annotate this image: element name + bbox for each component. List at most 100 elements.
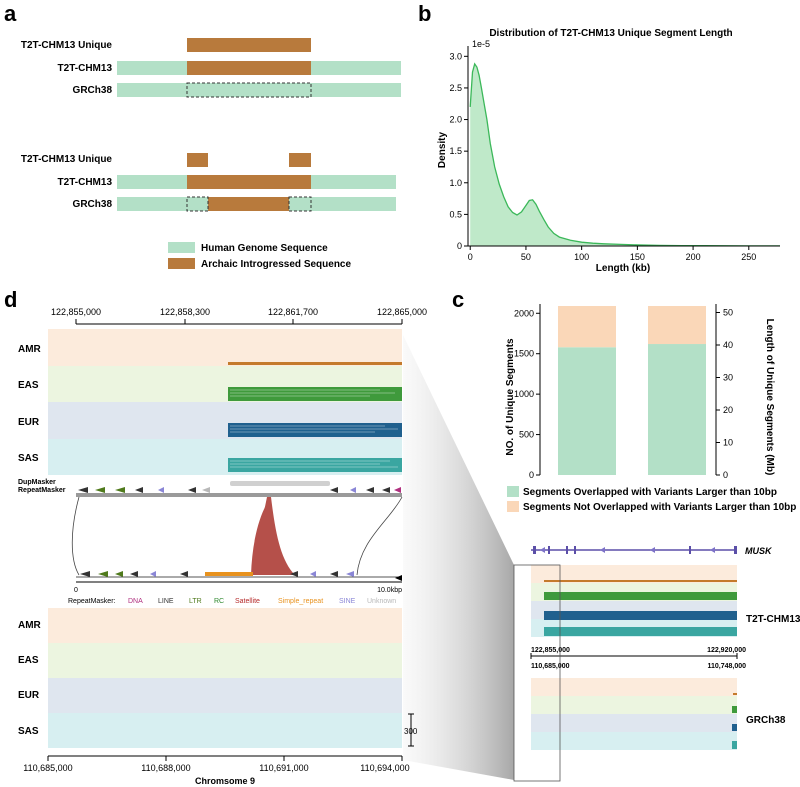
panel-c: c NO. of Unique Segments Length of Uniqu… bbox=[452, 287, 796, 513]
musk-inset: MUSK T2T-CHM13 122,855,000 122,920,000 1… bbox=[513, 546, 800, 782]
density-line bbox=[469, 62, 780, 247]
simple-repeat-block bbox=[205, 572, 253, 576]
inset-grch-sas bbox=[531, 732, 737, 750]
top-sequence-bar bbox=[76, 493, 402, 497]
legend-human-swatch bbox=[168, 242, 195, 253]
eas-segments bbox=[228, 387, 402, 401]
repeat-class-label: LINE bbox=[158, 598, 174, 605]
x-tick-label: 250 bbox=[741, 252, 756, 262]
left-tick-label: 500 bbox=[519, 430, 534, 440]
repeat-class-label: DNA bbox=[128, 598, 143, 605]
density-chart: 0 0.5 1.0 1.5 2.0 2.5 3.0 0 50 100 150 200 250 bbox=[449, 46, 780, 262]
inset-grch-eas bbox=[531, 696, 737, 714]
bottom-tick-label: 110,691,000 bbox=[259, 763, 308, 773]
repeat-class-label: SINE bbox=[339, 598, 356, 605]
bar-not-overlapped bbox=[648, 306, 706, 345]
bottom-unique-label: T2T-CHM13 Unique bbox=[21, 154, 113, 165]
musk-exon bbox=[689, 546, 691, 554]
track-eas-bottom bbox=[48, 643, 402, 678]
musk-exon bbox=[548, 546, 550, 554]
dupmasker-bar bbox=[230, 481, 330, 486]
bottom-t2t-label: T2T-CHM13 bbox=[58, 177, 113, 188]
inset-grch-eas-mark bbox=[732, 706, 737, 713]
bottom-tick-label: 110,685,000 bbox=[23, 763, 72, 773]
pop-label-eas: EAS bbox=[18, 380, 39, 391]
x-tick-label: 200 bbox=[686, 252, 701, 262]
inset-t2t-left: 122,855,000 bbox=[531, 647, 570, 654]
track-sas-bottom bbox=[48, 713, 402, 748]
scale-bar-label: 300 bbox=[404, 727, 418, 736]
right-tick-label: 20 bbox=[723, 405, 733, 415]
inset-grch-label: GRCh38 bbox=[746, 715, 786, 726]
right-tick-label: 30 bbox=[723, 373, 733, 383]
pop-label-eur: EUR bbox=[18, 417, 40, 428]
chart-b-title: Distribution of T2T-CHM13 Unique Segment… bbox=[489, 28, 732, 39]
y-tick-label: 2.5 bbox=[449, 83, 462, 93]
musk-exon bbox=[533, 546, 536, 554]
top-tick-label: 122,861,700 bbox=[268, 307, 318, 317]
chart-c-left-label: NO. of Unique Segments bbox=[505, 338, 516, 456]
legend-archaic-swatch bbox=[168, 258, 195, 269]
legend-human-label: Human Genome Sequence bbox=[201, 243, 328, 254]
inset-sas-bar bbox=[544, 627, 737, 636]
inset-amr-line bbox=[544, 580, 737, 582]
bottom-grch-label: GRCh38 bbox=[73, 199, 113, 210]
chart-b-scale: 1e-5 bbox=[472, 39, 490, 49]
repeatmasker-label: RepeatMasker bbox=[18, 487, 66, 494]
right-tick-label: 50 bbox=[723, 308, 733, 318]
repeat-class-label: Simple_repeat bbox=[278, 598, 323, 605]
legend-overlapped-label: Segments Overlapped with Variants Larger… bbox=[523, 487, 777, 498]
top-tick-label: 122,858,300 bbox=[160, 307, 210, 317]
top-grch-human bbox=[117, 83, 401, 97]
zoom-box bbox=[513, 564, 561, 782]
panel-label-d: d bbox=[4, 287, 17, 312]
inset-t2t-label: T2T-CHM13 bbox=[746, 614, 800, 625]
pop-label-eas: EAS bbox=[18, 655, 39, 666]
top-tick-label: 122,855,000 bbox=[51, 307, 101, 317]
top-repeat-arrows bbox=[78, 487, 401, 493]
scale-start: 0 bbox=[74, 587, 78, 594]
pop-label-amr: AMR bbox=[18, 620, 42, 631]
track-amr-top bbox=[48, 329, 402, 366]
repeat-legend-title: RepeatMasker: bbox=[68, 598, 116, 605]
panel-b: b Distribution of T2T-CHM13 Unique Segme… bbox=[418, 1, 780, 274]
repeat-class-label: RC bbox=[214, 598, 224, 605]
repeat-class-label: Unknown bbox=[367, 598, 396, 605]
top-unique-label: T2T-CHM13 Unique bbox=[21, 40, 113, 51]
bottom-repeat-arrows bbox=[80, 571, 402, 581]
track-amr-bottom bbox=[48, 608, 402, 643]
musk-exon bbox=[574, 546, 576, 554]
repeat-class-label: Satellite bbox=[235, 598, 260, 605]
bottom-unique-block-left bbox=[187, 153, 208, 167]
inset-t2t-right: 122,920,000 bbox=[707, 647, 746, 654]
musk-exon bbox=[734, 546, 737, 554]
left-tick-label: 1000 bbox=[514, 389, 534, 399]
y-tick-label: 2.0 bbox=[449, 115, 462, 125]
alignment-left bbox=[71, 496, 80, 576]
bottom-tick-label: 110,688,000 bbox=[141, 763, 190, 773]
bottom-grch-archaic bbox=[208, 197, 289, 211]
inset-grch-sas-mark bbox=[732, 741, 737, 749]
inset-eur-bar bbox=[544, 611, 737, 620]
panel-label-c: c bbox=[452, 287, 464, 312]
bar-overlapped bbox=[648, 344, 706, 475]
right-tick-label: 0 bbox=[723, 470, 728, 480]
track-eur-bottom bbox=[48, 678, 402, 713]
x-tick-label: 100 bbox=[574, 252, 589, 262]
musk-strand-arrows bbox=[540, 547, 715, 553]
bottom-tick-label: 110,694,000 bbox=[360, 763, 409, 773]
legend-overlapped-swatch bbox=[507, 486, 519, 497]
eur-segments bbox=[228, 423, 402, 437]
top-t2t-label: T2T-CHM13 bbox=[58, 63, 113, 74]
alignment-right bbox=[356, 496, 403, 576]
panel-d: d 122,855,000 122,858,300 122,861,700 12… bbox=[4, 287, 427, 786]
top-grch-label: GRCh38 bbox=[73, 85, 113, 96]
legend-archaic-label: Archaic Introgressed Sequence bbox=[201, 259, 351, 270]
musk-label: MUSK bbox=[745, 546, 773, 556]
chart-b-ylabel: Density bbox=[437, 132, 448, 169]
inset-grch-right: 110,748,000 bbox=[707, 663, 746, 670]
y-tick-label: 3.0 bbox=[449, 51, 462, 61]
inset-grch-amr bbox=[531, 678, 737, 696]
left-tick-label: 2000 bbox=[514, 308, 534, 318]
